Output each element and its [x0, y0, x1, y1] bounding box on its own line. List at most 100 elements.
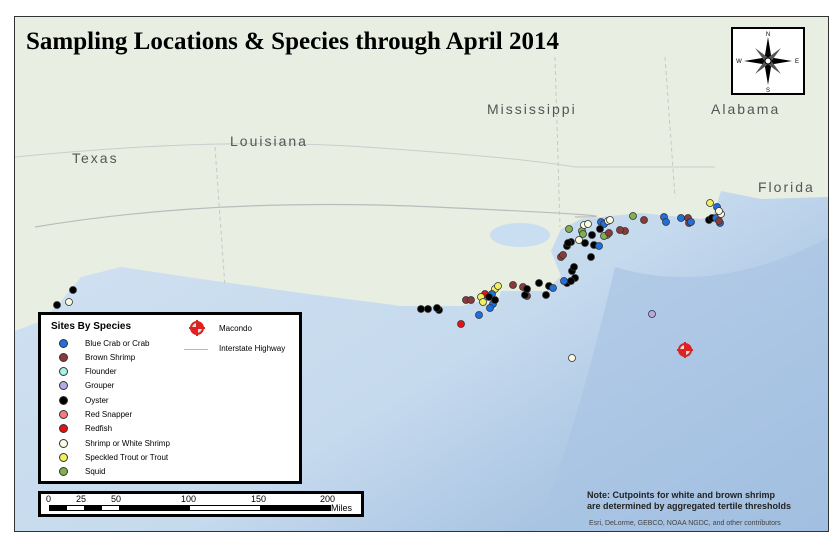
sample-point [596, 225, 604, 233]
sample-point [687, 218, 695, 226]
sample-point [706, 199, 714, 207]
sample-point [584, 220, 592, 228]
scale-tick: 0 [46, 494, 52, 504]
sample-point [494, 282, 502, 290]
scale-bar-graphic [49, 505, 331, 511]
scale-tick: 50 [111, 494, 122, 504]
sample-point [65, 298, 73, 306]
sample-point [417, 305, 425, 313]
sample-point [715, 217, 723, 225]
legend-label: Redfish [85, 424, 113, 434]
sample-point [535, 279, 543, 287]
legend-item: Red Snapper [59, 409, 132, 421]
legend-swatch [59, 438, 68, 448]
legend-item: Squid [59, 466, 105, 478]
map-note: Note: Cutpoints for white and brown shri… [587, 490, 791, 512]
sample-point [479, 298, 487, 306]
scale-bar: 0 25 50 100 150 200 Miles [38, 491, 364, 517]
compass-icon: N S E W [736, 32, 799, 94]
note-line-1: Note: Cutpoints for white and brown shri… [587, 490, 775, 500]
legend-highway: Interstate Highway [219, 344, 286, 353]
scale-tick: 200 [320, 494, 336, 504]
legend-swatch [59, 424, 68, 434]
sample-point [564, 239, 572, 247]
sample-point [467, 296, 475, 304]
compass-n: N [766, 32, 770, 38]
legend-swatch [59, 338, 68, 348]
macondo-icon [189, 320, 205, 336]
legend-label: Flounder [85, 367, 117, 377]
legend-label: Blue Crab or Crab [85, 338, 150, 348]
sample-point [588, 231, 596, 239]
sample-point [457, 320, 465, 328]
sample-point [542, 291, 550, 299]
legend-item: Redfish [59, 423, 112, 435]
land [15, 17, 828, 331]
legend-item: Shrimp or White Shrimp [59, 437, 170, 449]
sample-point [486, 304, 494, 312]
sample-point [424, 305, 432, 313]
legend-swatch [59, 367, 68, 377]
legend: Sites By Species Blue Crab or Crab Brown … [38, 312, 302, 484]
label-texas: Texas [72, 150, 119, 166]
sample-point [559, 251, 567, 259]
scale-tick: 150 [251, 494, 267, 504]
sample-point [595, 242, 603, 250]
sample-point [605, 229, 613, 237]
legend-label: Grouper [85, 381, 115, 391]
sample-point [640, 216, 648, 224]
attribution: Esri, DeLorme, GEBCO, NOAA NGDC, and oth… [589, 520, 781, 527]
sample-point [433, 304, 441, 312]
legend-label: Speckled Trout or Trout [85, 452, 169, 462]
legend-swatch [59, 452, 68, 462]
label-mississippi: Mississippi [487, 101, 577, 117]
legend-item: Brown Shrimp [59, 351, 135, 363]
scale-unit: Miles [331, 503, 353, 513]
sample-point [53, 301, 61, 309]
sample-point [606, 216, 614, 224]
sample-point [677, 214, 685, 222]
scale-tick: 25 [76, 494, 87, 504]
compass-e: E [795, 59, 799, 65]
legend-label: Red Snapper [85, 410, 133, 419]
legend-swatch [59, 381, 68, 391]
sample-point [549, 284, 557, 292]
legend-item: Oyster [59, 394, 109, 406]
legend-label: Shrimp or White Shrimp [85, 438, 170, 448]
legend-swatch [59, 410, 68, 419]
legend-label: Oyster [85, 395, 109, 405]
highway-line-symbol [184, 349, 208, 350]
legend-item: Speckled Trout or Trout [59, 451, 168, 463]
macondo-marker [677, 342, 693, 358]
sample-point [648, 310, 656, 318]
sample-point [491, 296, 499, 304]
sample-point [568, 354, 576, 362]
legend-item: Grouper [59, 380, 114, 392]
compass-w: W [736, 59, 742, 65]
legend-swatch [59, 352, 68, 362]
sample-point [570, 263, 578, 271]
sample-point [560, 277, 568, 285]
sample-point [662, 218, 670, 226]
sample-point [575, 236, 583, 244]
legend-swatch [59, 467, 68, 477]
label-florida: Florida [758, 179, 815, 195]
sample-point [579, 230, 587, 238]
legend-item: Flounder [59, 366, 117, 378]
sample-point [581, 239, 589, 247]
scale-tick: 100 [181, 494, 197, 504]
label-louisiana: Louisiana [230, 133, 308, 149]
map-title: Sampling Locations & Species through Apr… [26, 28, 559, 55]
sample-point [523, 285, 531, 293]
sample-point [567, 277, 575, 285]
sample-points-layer [53, 199, 725, 362]
sample-point [629, 212, 637, 220]
legend-item: Blue Crab or Crab [59, 337, 149, 349]
label-alabama: Alabama [711, 101, 781, 117]
sample-point [475, 311, 483, 319]
sample-point [565, 225, 573, 233]
legend-label: Squid [85, 467, 106, 477]
compass-s: S [766, 88, 770, 93]
legend-swatch [59, 395, 68, 405]
